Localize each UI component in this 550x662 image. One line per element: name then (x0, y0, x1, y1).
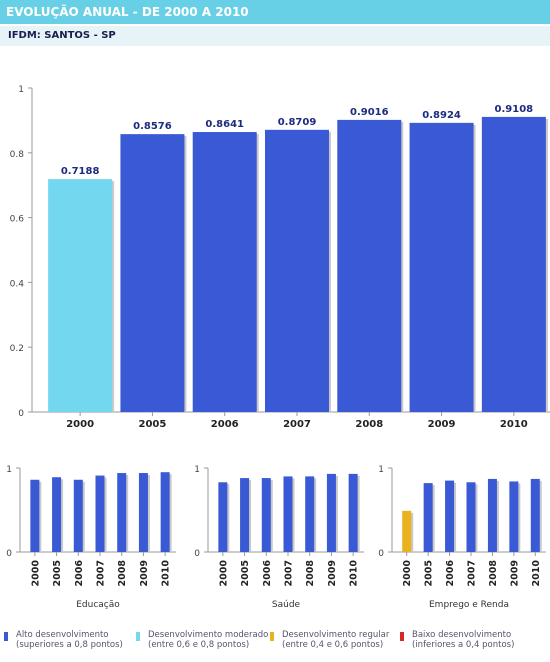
educacao-xtick-label: 2009 (139, 560, 150, 586)
saude-bar (326, 473, 336, 552)
emprego-x-axis-title: Emprego e Renda (429, 600, 509, 610)
main-bar (265, 129, 329, 412)
legend-range-moderate: (entre 0,6 e 0,8 pontos) (148, 640, 250, 650)
emprego-bar (466, 482, 476, 552)
saude-xtick-label: 2010 (349, 560, 360, 587)
title-bar: EVOLUÇÃO ANUAL - DE 2000 A 2010 (0, 0, 550, 24)
emprego-xtick-label: 2010 (531, 560, 542, 587)
educacao-ytick-label: 0 (6, 549, 12, 559)
main-data-label: 0.9016 (350, 107, 389, 118)
saude-xtick-label: 2000 (218, 560, 229, 587)
main-xtick-label: 2007 (283, 419, 311, 430)
educacao-bar (52, 477, 62, 552)
saude-bar (348, 473, 358, 552)
saude-xtick-label: 2007 (284, 560, 295, 586)
educacao-xtick-label: 2006 (74, 560, 85, 587)
main-ytick-label: 0.6 (10, 215, 25, 225)
legend-swatch-low (400, 632, 404, 641)
main-bar (48, 179, 113, 412)
legend-label-regular: Desenvolvimento regular (282, 630, 390, 640)
main-xtick-label: 2008 (355, 419, 383, 430)
legend-range-regular: (entre 0,4 e 0,6 pontos) (282, 640, 384, 650)
educacao-xtick-label: 2007 (96, 560, 107, 586)
educacao-bar (160, 472, 170, 552)
main-ytick-label: 0.2 (10, 344, 24, 354)
educacao-bar (30, 479, 40, 552)
emprego-ytick-label: 1 (378, 465, 384, 475)
saude-xtick-label: 2006 (262, 560, 273, 587)
saude-bar (218, 482, 228, 552)
subtitle-bar: IFDM: SANTOS - SP (0, 26, 550, 46)
emprego-xtick-label: 2007 (467, 560, 478, 586)
saude-bar (283, 476, 293, 552)
main-bar (120, 134, 185, 412)
page-title: EVOLUÇÃO ANUAL - DE 2000 A 2010 (6, 5, 249, 19)
saude-x-axis-title: Saúde (272, 600, 301, 610)
main-bar (409, 122, 474, 412)
emprego-bar (509, 481, 519, 552)
main-ytick-label: 0 (18, 409, 24, 419)
legend-swatch-high (4, 632, 8, 641)
main-ytick-label: 0.8 (10, 150, 25, 160)
main-ytick-label: 0.4 (10, 279, 25, 289)
main-xtick-label: 2006 (211, 419, 239, 430)
educacao-xtick-label: 2000 (30, 560, 41, 587)
emprego-xtick-label: 2006 (445, 560, 456, 587)
page-subtitle: IFDM: SANTOS - SP (8, 30, 116, 41)
emprego-bar (402, 510, 412, 552)
legend-label-high: Alto desenvolvimento (16, 630, 109, 640)
saude-bar (240, 478, 250, 552)
saude-xtick-label: 2009 (327, 560, 338, 586)
educacao-bar (73, 479, 83, 552)
educacao-xtick-label: 2008 (117, 560, 128, 587)
educacao-bar (138, 473, 148, 552)
educacao-x-axis-title: Educação (76, 600, 120, 610)
saude-ytick-label: 1 (194, 465, 200, 475)
saude-ytick-label: 0 (194, 549, 200, 559)
main-bar (337, 119, 402, 413)
main-xtick-label: 2009 (428, 419, 456, 430)
legend-range-low: (inferiores a 0,4 pontos) (412, 640, 515, 650)
saude-bar (261, 478, 271, 552)
educacao-bar (117, 473, 127, 552)
main-xtick-label: 2000 (66, 419, 94, 430)
legend-range-high: (superiores a 0,8 pontos) (16, 640, 123, 650)
emprego-xtick-label: 2000 (402, 560, 413, 587)
main-data-label: 0.8924 (422, 110, 461, 121)
main-data-label: 0.7188 (61, 166, 100, 177)
main-bar (192, 132, 257, 412)
saude-xtick-label: 2008 (305, 560, 316, 587)
main-data-label: 0.8709 (278, 117, 317, 128)
emprego-xtick-label: 2009 (509, 560, 520, 586)
educacao-bar (95, 475, 105, 552)
emprego-bar (445, 480, 455, 552)
emprego-bar (487, 478, 497, 552)
main-xtick-label: 2005 (139, 419, 167, 430)
main-bar (481, 116, 546, 412)
main-xtick-label: 2010 (500, 419, 528, 430)
legend-swatch-moderate (136, 632, 140, 641)
emprego-bar (530, 478, 540, 552)
saude-xtick-label: 2005 (240, 560, 251, 586)
main-ytick-label: 1 (18, 85, 24, 95)
emprego-xtick-label: 2008 (488, 560, 499, 587)
main-data-label: 0.8576 (133, 121, 172, 132)
legend-swatch-regular (270, 632, 274, 641)
emprego-ytick-label: 0 (378, 549, 384, 559)
emprego-xtick-label: 2005 (424, 560, 435, 586)
educacao-xtick-label: 2005 (52, 560, 63, 586)
educacao-xtick-label: 2010 (161, 560, 172, 587)
educacao-ytick-label: 1 (6, 465, 12, 475)
main-data-label: 0.8641 (205, 119, 244, 130)
saude-bar (305, 476, 315, 552)
main-data-label: 0.9108 (495, 104, 534, 115)
legend-label-moderate: Desenvolvimento moderado (148, 630, 269, 640)
emprego-bar (423, 483, 433, 552)
legend-label-low: Baixo desenvolvimento (412, 630, 512, 640)
